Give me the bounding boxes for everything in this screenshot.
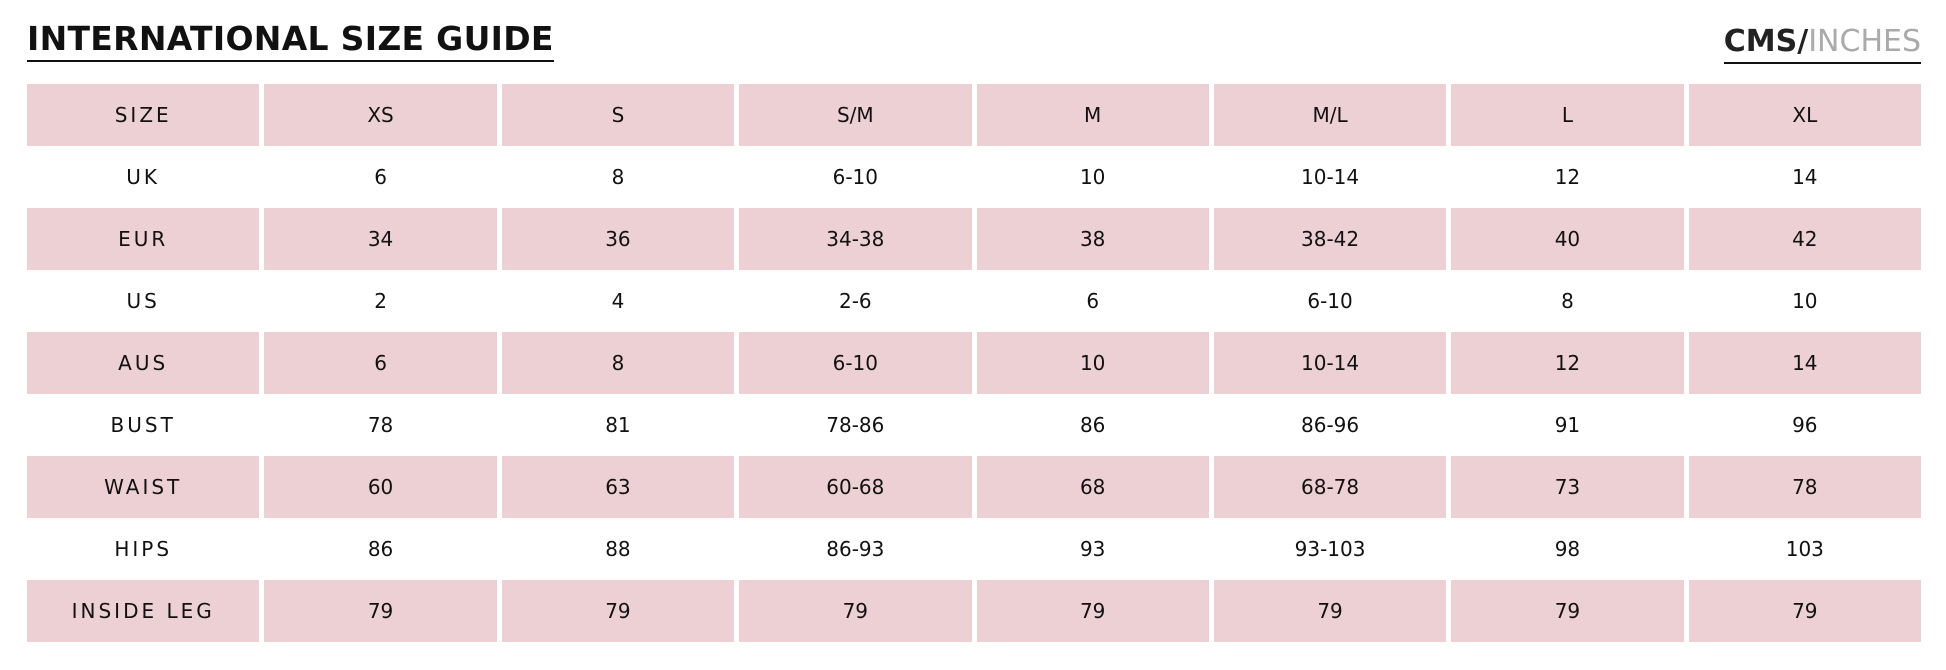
cell: 60: [264, 456, 497, 518]
row-label: SIZE: [27, 84, 260, 146]
cell: 4: [611, 289, 625, 313]
row: HIPS 86 88 86-93 93 93-103 98 103: [27, 518, 1921, 580]
cell: 60-68: [739, 456, 972, 518]
cell: 12: [1554, 165, 1581, 189]
cell: 6-10: [739, 332, 972, 394]
row-label: BUST: [110, 413, 176, 437]
cell: 6-10: [1307, 289, 1353, 313]
row: UK 6 8 6-10 10 10-14 12 14: [27, 146, 1921, 208]
cell: 34-38: [739, 208, 972, 270]
cell: 86-96: [1301, 413, 1360, 437]
cell: 14: [1688, 332, 1921, 394]
cell: 10: [1079, 165, 1106, 189]
cell: 98: [1554, 537, 1581, 561]
unit-toggle: CMS/INCHES: [1723, 24, 1921, 64]
cell: 68: [976, 456, 1209, 518]
cell: 10: [1792, 289, 1818, 313]
cell: 2-6: [838, 289, 872, 313]
cell: 6: [264, 332, 497, 394]
cell: 36: [501, 208, 735, 270]
row-label: WAIST: [27, 456, 260, 518]
cell: 86-93: [826, 537, 885, 561]
cell: 68-78: [1213, 456, 1447, 518]
cell: 38-42: [1213, 208, 1447, 270]
cell: 88: [605, 537, 631, 561]
cell: L: [1451, 84, 1684, 146]
title: INTERNATIONAL SIZE GUIDE: [27, 20, 554, 62]
cell: 96: [1792, 413, 1818, 437]
cell: 86: [367, 537, 394, 561]
cell: 73: [1451, 456, 1684, 518]
cell: 14: [1792, 165, 1818, 189]
cell: 78: [1688, 456, 1921, 518]
cell: S: [501, 84, 735, 146]
row-label: US: [126, 289, 160, 313]
cell: XL: [1688, 84, 1921, 146]
row-label: UK: [126, 165, 161, 189]
row: WAIST 60 63 60-68 68 68-78 73 78: [27, 456, 1921, 518]
size-table: SIZE XS S S/M M M/L L XL UK 6 8 6-10 10 10-14 12 14 EUR 3…: [22, 84, 1926, 642]
cell: 93-103: [1294, 537, 1366, 561]
cell: 79: [501, 580, 735, 642]
cell: 2: [374, 289, 387, 313]
cell: 79: [1451, 580, 1684, 642]
cell: M: [976, 84, 1209, 146]
cell: 79: [1688, 580, 1921, 642]
cell: 91: [1554, 413, 1581, 437]
cell: 86: [1079, 413, 1106, 437]
cell: 10-14: [1213, 332, 1447, 394]
cell: 38: [976, 208, 1209, 270]
row: AUS 6 8 6-10 10 10-14 12 14: [27, 332, 1921, 394]
cell: 79: [264, 580, 497, 642]
cell: 93: [1079, 537, 1106, 561]
cell: 79: [739, 580, 972, 642]
cell: 12: [1451, 332, 1684, 394]
cell: 6: [374, 165, 387, 189]
cell: 42: [1688, 208, 1921, 270]
row-label: INSIDE LEG: [27, 580, 260, 642]
cell: 40: [1451, 208, 1684, 270]
cell: 8: [1561, 289, 1574, 313]
cell: 10: [976, 332, 1209, 394]
unit-cms[interactable]: CMS/: [1723, 24, 1809, 59]
cell: 78-86: [826, 413, 885, 437]
cell: S/M: [739, 84, 972, 146]
cell: 8: [501, 332, 735, 394]
header-row: SIZE XS S S/M M M/L L XL: [27, 84, 1921, 146]
cell: 34: [264, 208, 497, 270]
cell: 6-10: [832, 165, 878, 189]
row: EUR 34 36 34-38 38 38-42 40 42: [27, 208, 1921, 270]
cell: 8: [611, 165, 625, 189]
row-label: AUS: [27, 332, 260, 394]
row-label: HIPS: [114, 537, 173, 561]
cell: XS: [264, 84, 497, 146]
row: BUST 78 81 78-86 86 86-96 91 96: [27, 394, 1921, 456]
cell: M/L: [1213, 84, 1447, 146]
cell: 79: [1213, 580, 1447, 642]
cell: 63: [501, 456, 735, 518]
cell: 81: [605, 413, 631, 437]
cell: 78: [367, 413, 394, 437]
cell: 103: [1785, 537, 1824, 561]
unit-inches[interactable]: INCHES: [1808, 24, 1921, 59]
cell: 6: [1086, 289, 1100, 313]
cell: 10-14: [1301, 165, 1360, 189]
row-label: EUR: [27, 208, 260, 270]
row: INSIDE LEG 79 79 79 79 79 79 79: [27, 580, 1921, 642]
row: US 2 4 2-6 6 6-10 8 10: [27, 270, 1921, 332]
cell: 79: [976, 580, 1209, 642]
